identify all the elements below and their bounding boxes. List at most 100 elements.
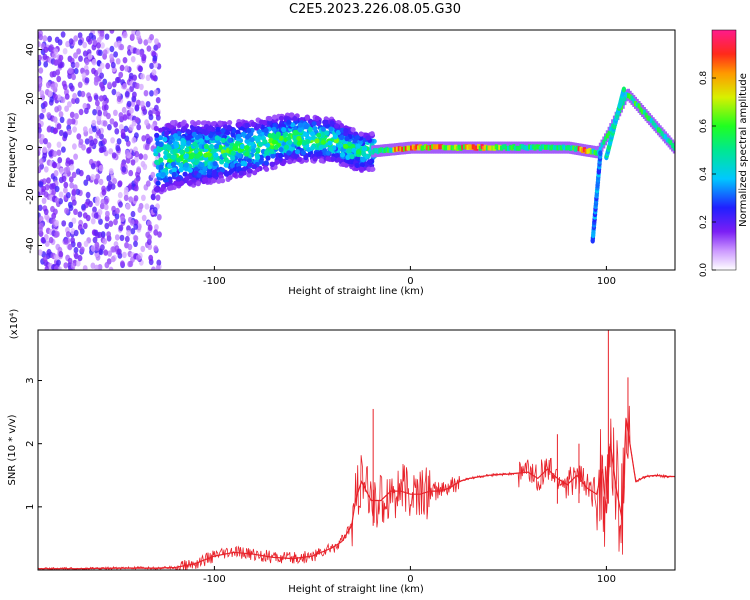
- noise-cell: [122, 83, 127, 90]
- noise-cell: [51, 182, 56, 190]
- noise-cell: [38, 166, 41, 173]
- noise-cell: [147, 234, 152, 241]
- line-cell: [658, 128, 662, 134]
- line-cell: [462, 144, 466, 150]
- band-cell: [187, 167, 193, 173]
- noise-cell: [119, 124, 124, 131]
- line-cell: [508, 144, 512, 150]
- band-cell: [316, 132, 322, 138]
- noise-cell: [52, 161, 57, 169]
- noise-cell: [68, 221, 74, 229]
- noise-cell: [120, 128, 126, 136]
- band-cell: [206, 169, 212, 175]
- noise-cell: [135, 48, 141, 55]
- noise-cell: [74, 112, 79, 120]
- noise-cell: [94, 264, 99, 270]
- noise-cell: [82, 222, 88, 230]
- noise-cell: [77, 32, 83, 39]
- noise-cell: [140, 73, 145, 80]
- band-cell: [188, 154, 194, 160]
- noise-cell: [81, 144, 86, 151]
- noise-cell: [98, 140, 104, 148]
- noise-cell: [56, 94, 62, 101]
- line-cell: [388, 147, 392, 153]
- noise-cell: [63, 132, 68, 139]
- noise-cell: [112, 177, 117, 185]
- band-cell: [246, 158, 252, 164]
- noise-cell: [108, 148, 114, 155]
- noise-cell: [70, 61, 76, 69]
- line-cell: [438, 144, 442, 150]
- noise-cell: [113, 109, 118, 117]
- noise-cell: [67, 101, 72, 108]
- noise-cell: [102, 49, 108, 56]
- line-cell: [424, 144, 428, 150]
- noise-cell: [77, 211, 83, 218]
- band-cell: [334, 153, 340, 159]
- noise-cell: [46, 177, 51, 184]
- noise-cell: [55, 162, 61, 169]
- band-cell: [199, 162, 205, 168]
- noise-cell: [121, 106, 127, 114]
- line-cell: [625, 92, 629, 98]
- band-cell: [192, 121, 198, 127]
- line-cell: [621, 100, 625, 106]
- band-cell: [300, 150, 307, 156]
- noise-cell: [132, 74, 138, 81]
- band-cell: [365, 135, 371, 141]
- noise-cell: [85, 191, 91, 199]
- band-cell: [165, 122, 171, 128]
- noise-cell: [143, 39, 149, 46]
- noise-cell: [133, 223, 139, 230]
- band-cell: [235, 129, 241, 135]
- noise-cell: [135, 171, 140, 178]
- line-cell: [408, 145, 412, 151]
- noise-cell: [58, 251, 64, 258]
- band-cell: [186, 180, 192, 186]
- noise-cell: [53, 170, 59, 177]
- band-cell: [294, 149, 301, 155]
- noise-cell: [101, 189, 107, 196]
- spectrogram-frame: [37, 29, 676, 271]
- band-cell: [281, 127, 287, 133]
- noise-cell: [67, 243, 73, 251]
- noise-cell: [110, 183, 116, 190]
- band-cell: [211, 169, 217, 175]
- noise-cell: [111, 88, 117, 96]
- noise-cell: [125, 203, 131, 210]
- noise-cell: [98, 178, 104, 186]
- line-cell: [380, 147, 383, 153]
- noise-cell: [119, 234, 125, 242]
- noise-cell: [149, 34, 155, 41]
- line-cell: [519, 144, 523, 150]
- noise-cell: [103, 249, 109, 256]
- band-cell: [271, 126, 277, 132]
- noise-cell: [98, 218, 103, 225]
- noise-cell: [107, 81, 112, 89]
- line-cell: [503, 144, 507, 150]
- noise-cell: [91, 44, 97, 51]
- line-cell: [558, 144, 562, 150]
- noise-cell: [153, 229, 159, 236]
- line-cell: [648, 116, 652, 122]
- band-cell: [361, 151, 367, 157]
- streak-cell: [621, 86, 627, 93]
- line-cell: [605, 133, 609, 139]
- noise-cell: [130, 100, 136, 107]
- noise-cell: [118, 224, 124, 231]
- noise-cell: [141, 214, 147, 222]
- noise-cell: [42, 255, 48, 263]
- line-cell: [556, 145, 560, 151]
- noise-cell: [64, 93, 70, 100]
- line-cell: [591, 148, 595, 154]
- line-cell: [521, 144, 525, 150]
- line-cell: [403, 146, 406, 152]
- band-cell: [255, 147, 261, 153]
- noise-cell: [111, 152, 117, 159]
- line-cell: [567, 145, 570, 151]
- band-cell: [322, 119, 328, 125]
- band-cell: [261, 119, 267, 126]
- noise-cell: [55, 69, 61, 76]
- noise-cell: [75, 168, 81, 175]
- line-cell: [660, 131, 664, 137]
